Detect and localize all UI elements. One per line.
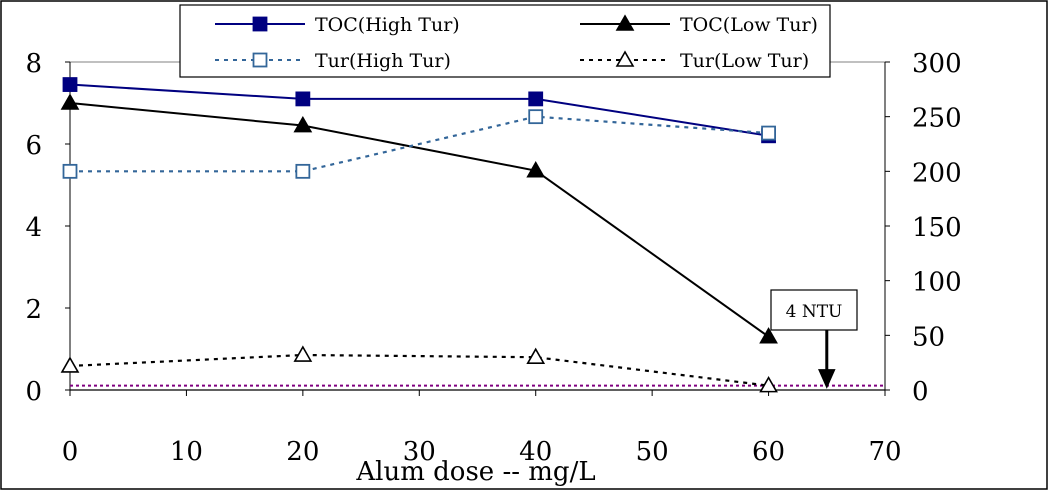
legend-label-2: Tur(High Tur) [315,50,451,72]
y-right-tick-label: 100 [912,268,962,298]
x-tick-label: 20 [286,437,319,467]
y-right-tick-label: 300 [912,49,962,79]
y-left-tick-label: 8 [25,49,42,79]
data-point [295,91,311,107]
x-tick-label: 50 [636,437,669,467]
x-tick-label: 30 [403,437,436,467]
legend-box [179,4,831,78]
y-left-tick-label: 4 [25,213,42,243]
legend-label-3: Tur(Low Tur) [680,50,809,72]
data-point [293,345,313,362]
data-point [759,376,778,393]
y-left-tick-label: 2 [25,295,42,325]
data-point [293,115,313,133]
series-line-0 [69,83,769,137]
data-point [759,327,778,344]
y-right-tick-label: 200 [912,158,962,188]
data-point [526,347,546,365]
y-right-tick-label: 50 [912,322,945,352]
legend-label-0: TOC(High Tur) [315,14,460,36]
x-axis-label: Alum dose -- mg/L [355,457,595,487]
annotation-box [770,289,858,331]
x-tick-label: 40 [519,437,552,467]
data-point [528,109,544,125]
series-line-1 [69,102,770,338]
data-point [761,125,776,141]
annotation-arrow-head [818,369,836,389]
data-point [60,356,80,373]
data-point [60,93,80,110]
annotation-label: 4 NTU [786,302,843,322]
data-point [62,77,78,92]
data-point [528,91,544,107]
y-left-tick-label: 6 [25,131,42,161]
legend-marker-2 [252,52,268,68]
y-right-tick-label: 250 [912,104,962,134]
y-right-tick-label: 0 [912,377,929,407]
data-point [295,163,311,179]
x-tick-label: 70 [868,437,901,467]
legend-marker-3 [615,50,635,67]
y-left-tick-label: 0 [25,377,42,407]
legend-marker-0 [252,16,268,32]
x-tick-label: 60 [752,437,785,467]
x-tick-label: 0 [62,437,79,467]
legend-label-1: TOC(Low Tur) [680,14,818,36]
x-tick-label: 10 [170,437,203,467]
y-right-tick-label: 150 [912,213,962,243]
legend-marker-1 [615,14,635,31]
series-line-2 [70,115,769,173]
data-point [62,163,78,179]
series-line-3 [69,353,769,387]
data-point [526,161,546,178]
